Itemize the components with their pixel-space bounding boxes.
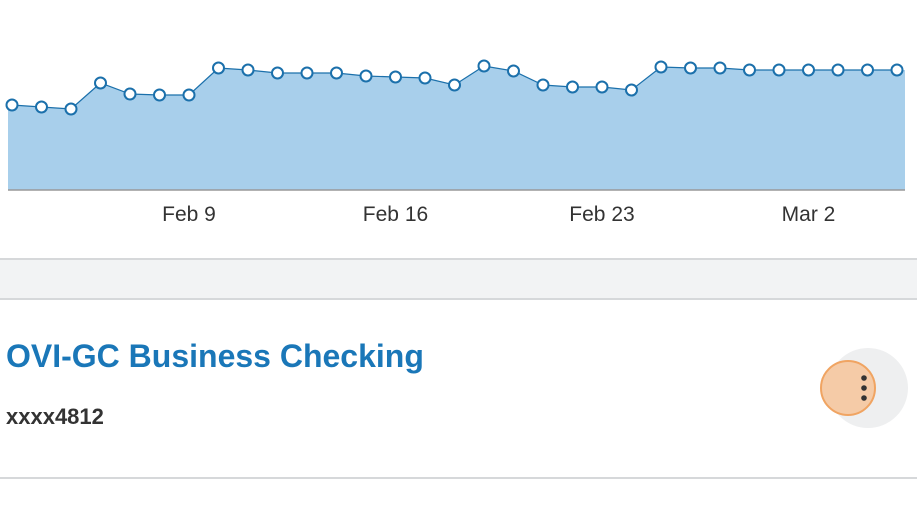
x-tick-label: Feb 23 bbox=[569, 203, 634, 226]
x-tick-label: Feb 16 bbox=[363, 203, 428, 226]
data-point bbox=[536, 78, 550, 92]
data-point bbox=[507, 64, 520, 78]
account-title[interactable]: OVI-GC Business Checking bbox=[6, 338, 424, 374]
data-point bbox=[595, 80, 609, 94]
data-point bbox=[477, 59, 491, 73]
data-point bbox=[241, 63, 255, 77]
data-point bbox=[743, 63, 756, 77]
data-point bbox=[389, 70, 402, 84]
data-point bbox=[271, 66, 284, 80]
menu-dot bbox=[861, 395, 867, 401]
x-tick-label: Feb 9 bbox=[162, 203, 216, 226]
data-point bbox=[123, 87, 137, 101]
data-point bbox=[153, 88, 166, 102]
data-point bbox=[566, 80, 579, 94]
data-point bbox=[418, 71, 432, 85]
x-tick-label: Mar 2 bbox=[782, 203, 836, 226]
balance-chart: Feb 9 Feb 16 Feb 23 Mar 2 bbox=[5, 59, 905, 226]
menu-button[interactable] bbox=[820, 360, 876, 416]
account-menu-button[interactable] bbox=[808, 348, 917, 428]
data-point bbox=[5, 98, 19, 112]
menu-dot bbox=[861, 375, 867, 381]
menu-dot bbox=[861, 385, 867, 391]
section-divider bbox=[0, 258, 917, 300]
data-point bbox=[359, 69, 373, 83]
data-point bbox=[802, 63, 815, 77]
data-point bbox=[448, 78, 461, 92]
data-point bbox=[861, 63, 874, 77]
data-point bbox=[831, 63, 845, 77]
data-point bbox=[890, 63, 904, 77]
data-point bbox=[35, 100, 48, 114]
data-point bbox=[182, 88, 196, 102]
data-point bbox=[713, 61, 727, 75]
account-number: xxxx4812 bbox=[6, 404, 104, 429]
data-point bbox=[625, 83, 638, 97]
data-point bbox=[330, 66, 343, 80]
data-point bbox=[684, 61, 697, 75]
separator bbox=[0, 477, 917, 479]
data-point bbox=[772, 63, 786, 77]
data-point bbox=[212, 61, 225, 75]
area-fill bbox=[8, 66, 905, 190]
data-point bbox=[94, 76, 107, 90]
data-point bbox=[64, 102, 78, 116]
data-point bbox=[654, 60, 668, 74]
data-point bbox=[300, 66, 314, 80]
